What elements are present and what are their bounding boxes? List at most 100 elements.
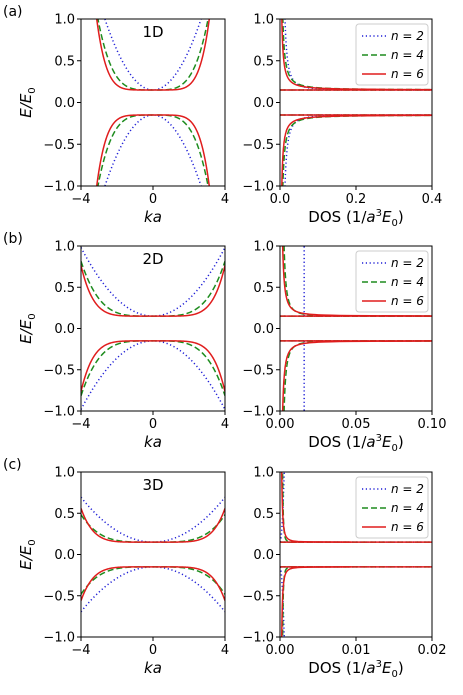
y-tick-label: −0.5 [242,589,274,604]
series-n6-upper-band [81,265,225,317]
axes-frame [279,245,433,412]
y-tick-label: 1.0 [253,240,274,255]
axes-frame [80,471,226,638]
series-n6-lower-dos [280,566,352,637]
y-tick-label: −0.5 [242,363,274,378]
legend-label-n4: n = 4 [391,48,424,62]
x-tick-label: 0.2 [346,192,367,207]
x-tick-label: −4 [71,643,90,658]
x-tick-label: 4 [221,192,229,207]
dispersion-plot-a: −1.0 −0.5 0.0 0.5 1.0 −4 0 4 ka 1D [43,13,229,227]
legend-label-n4: n = 4 [391,501,424,515]
y-tick-label: 0.5 [253,281,274,296]
y-tick-label: −1.0 [43,405,75,420]
curves [81,247,225,410]
series-n6-lower-band [81,566,225,601]
x-tick-label: 0.4 [422,192,443,207]
axes-frame [279,471,433,638]
series-n6-lower-band [95,114,211,186]
series-n2-upper-dos [280,472,285,543]
y-tick-label: 0.5 [253,54,274,69]
x-tick-label: 0 [149,643,157,658]
y-tick-label: 0.5 [253,507,274,522]
x-tick-label: 0.00 [266,417,295,432]
y-tick-label: −1.0 [43,631,75,646]
y-tick-label: 0.5 [54,54,75,69]
curves [280,246,432,411]
legend-label-n6: n = 6 [391,294,424,308]
y-axis-label: E/E0 [17,87,38,117]
dispersion-plot-b: −1.0 −0.5 0.0 0.5 1.0 −4 0 4 ka 2D [43,240,229,452]
series-n6-upper-band [81,508,225,543]
y-tick-label: −1.0 [242,631,274,646]
y-tick-label: 1.0 [54,240,75,255]
legend-label-n6: n = 6 [391,520,424,534]
legend-label-n2: n = 2 [391,482,424,496]
dispersion-plot-c: −1.0 −0.5 0.0 0.5 1.0 −4 0 4 ka 3D [43,466,229,678]
y-tick-label: 0.5 [54,507,75,522]
y-tick-label: −1.0 [242,180,274,195]
y-tick-label: −0.5 [43,138,75,153]
y-tick-label: 0.0 [253,322,274,337]
series-n2-lower-dos [280,566,285,637]
dos-plot-b: −1.0 −0.5 0.0 0.5 1.0 0.00 0.05 0.10 n = 2 n = 4 n… [242,240,447,433]
series-n4-upper-band [97,19,209,91]
panel-label-c: (c) [3,457,22,473]
panel-title: 3D [142,476,163,494]
curves [280,472,432,637]
y-tick-label: 1.0 [54,466,75,481]
legend-label-n2: n = 2 [391,29,424,43]
x-tick-label: 4 [221,417,229,432]
legend-box [355,476,429,539]
x-tick-label: 4 [221,643,229,658]
y-tick-label: −1.0 [43,180,75,195]
x-axis-label: ka [144,659,162,677]
x-tick-label: −4 [71,417,90,432]
x-axis-label: ka [144,208,162,226]
panel-label-a: (a) [3,4,23,20]
y-tick-label: −0.5 [242,138,274,153]
x-tick-label: 0.0 [270,192,291,207]
y-tick-label: −1.0 [242,405,274,420]
series-n6-lower-band [81,340,225,392]
series-n6-upper-dos [281,246,432,317]
y-tick-label: 0.5 [54,281,75,296]
y-tick-label: 1.0 [253,466,274,481]
series-n6-lower-dos [281,340,432,411]
curves [81,496,225,613]
dos-plot-a: −1.0 −0.5 0.0 0.5 1.0 0.0 0.2 0.4 n = 2 n = 4 n = … [242,13,443,208]
series-n2-lower-dos [284,114,432,186]
series-n4-lower-band [81,340,225,397]
series-n6-upper-band [95,19,211,91]
y-tick-label: 0.0 [253,96,274,111]
legend-label-n4: n = 4 [391,275,424,289]
x-tick-label: 0.02 [418,643,447,658]
panel-title: 1D [142,23,163,41]
y-tick-label: −0.5 [43,589,75,604]
legend-box [355,250,429,313]
y-axis-label: E/E0 [17,313,38,343]
y-tick-label: −0.5 [43,363,75,378]
x-tick-label: −4 [71,192,90,207]
series-n6-upper-dos [280,472,352,543]
legend-box [355,23,429,86]
y-tick-label: 1.0 [54,13,75,28]
dos-plot-c: −1.0 −0.5 0.0 0.5 1.0 0.00 0.01 0.02 n = 2 n = 4 n… [242,466,447,659]
series-n6-lower-dos [281,114,432,186]
series-n4-upper-band [81,260,225,317]
x-axis-label: DOS (1/a3E0) [308,659,403,680]
axes-frame [80,245,226,412]
series-n2-lower-band [81,340,225,410]
legend-label-n2: n = 2 [391,256,424,270]
series-n4-lower-dos [282,114,432,186]
y-tick-label: 0.0 [253,548,274,563]
x-tick-label: 0.00 [266,643,295,658]
legend-label-n6: n = 6 [391,67,424,81]
x-tick-label: 0.10 [418,417,447,432]
axes-frame [80,18,226,187]
panel-title: 2D [142,250,163,268]
y-tick-label: 0.0 [54,322,75,337]
y-axis-label: E/E0 [17,539,38,569]
series-n2-upper-band [104,19,202,91]
y-tick-label: 0.0 [54,96,75,111]
